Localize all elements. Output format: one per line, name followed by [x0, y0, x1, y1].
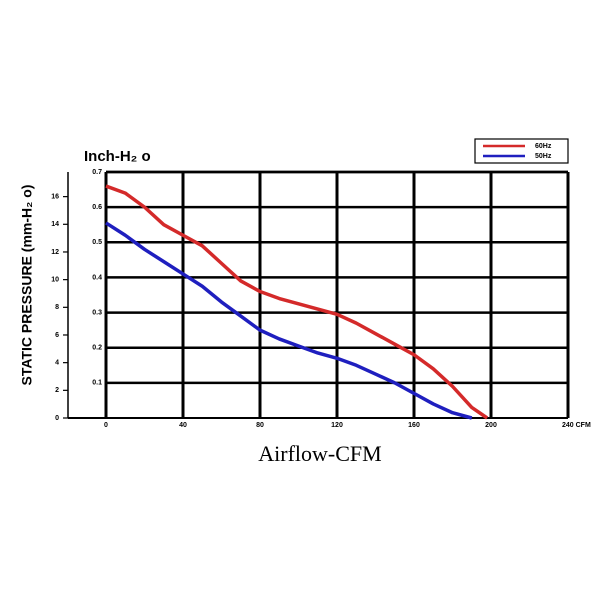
y2-tick-label: 12	[51, 249, 59, 256]
series-line	[105, 184, 489, 420]
y2-tick-label: 8	[55, 304, 59, 311]
x-tick-label: 0	[104, 422, 108, 429]
y-tick-label: 0.2	[92, 345, 102, 352]
legend-box	[474, 138, 569, 164]
x-tick-label: 80	[256, 422, 264, 429]
y-tick-label: 0.4	[92, 274, 102, 281]
x-tick-label: 160	[408, 422, 420, 429]
x-axis-title: Airflow-CFM	[258, 441, 381, 466]
y2-tick-label: 16	[51, 193, 59, 200]
y-tick-label: 0.3	[92, 309, 102, 316]
chart-title: Inch-H₂ o	[84, 148, 151, 165]
y-tick-label: 0.7	[92, 169, 102, 176]
y2-tick-label: 0	[55, 415, 59, 422]
y2-tick-label: 6	[55, 332, 59, 339]
y-tick-label: 0.1	[92, 380, 102, 387]
y-tick-label: 0.6	[92, 204, 102, 211]
y2-tick-label: 2	[55, 387, 59, 394]
y-axis-title: STATIC PRESSURE (mm-H₂ o)	[19, 185, 35, 386]
y2-tick-label: 10	[51, 276, 59, 283]
y2-tick-label: 14	[51, 221, 59, 228]
series-line	[105, 221, 473, 420]
x-tick-label: 120	[331, 422, 343, 429]
legend-label: 60Hz	[535, 143, 552, 150]
y-tick-label: 0.5	[92, 239, 102, 246]
y2-tick-label: 4	[55, 360, 59, 367]
x-tick-label: 40	[179, 422, 187, 429]
x-tick-label: 200	[485, 422, 497, 429]
x-tick-label: 240 CFM	[562, 422, 591, 429]
legend-label: 50Hz	[535, 153, 552, 160]
